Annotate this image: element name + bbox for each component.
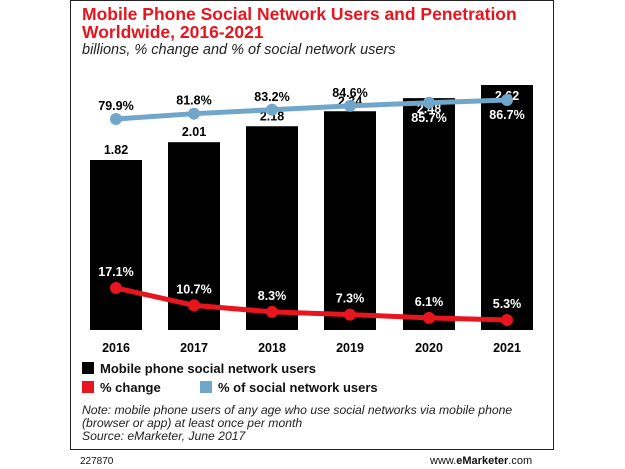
change-line — [115, 285, 508, 323]
change-point-2018 — [266, 305, 278, 318]
bar-label-2020: 2.48 — [417, 102, 441, 116]
share-point-2021 — [501, 94, 513, 106]
brand-name: eMarketer — [456, 455, 509, 467]
bar-2020 — [403, 98, 455, 330]
brand-link[interactable]: www.eMarketer.com — [430, 455, 532, 467]
change-label-2020: 6.1% — [415, 295, 444, 309]
chart-title: Mobile Phone Social Network Users and Pe… — [82, 4, 517, 42]
share-label-2018: 83.2% — [254, 90, 289, 104]
source-text: Source: eMarketer, June 2017 — [82, 429, 246, 443]
change-point-2017 — [188, 299, 200, 312]
bar-2018 — [246, 126, 298, 330]
share-line — [115, 97, 508, 122]
change-point-2020 — [423, 311, 435, 324]
bar-2021 — [481, 85, 533, 330]
x-tick-2018: 2018 — [258, 341, 286, 355]
share-label-2016: 79.9% — [98, 99, 133, 113]
legend-label-change: % change — [100, 380, 161, 395]
change-label-2021: 5.3% — [493, 297, 522, 311]
bar-label-2018: 2.18 — [260, 109, 284, 123]
bar-2019 — [324, 111, 376, 330]
legend-swatch-users — [82, 362, 94, 374]
change-point-2019 — [344, 308, 356, 321]
share-point-2019 — [344, 99, 356, 112]
change-point-2016 — [110, 282, 122, 294]
x-tick-2016: 2016 — [102, 341, 130, 355]
share-label-2021: 86.7% — [489, 108, 524, 122]
bar-2017 — [168, 142, 220, 330]
chart-frame — [70, 0, 554, 450]
change-point-2021 — [501, 314, 513, 326]
bar-label-2016: 1.82 — [104, 143, 128, 157]
legend-swatch-share — [200, 381, 212, 393]
share-label-2017: 81.8% — [176, 94, 211, 108]
change-label-2017: 10.7% — [176, 282, 211, 296]
legend-item-share: % of social network users — [200, 380, 378, 395]
share-point-2016 — [110, 113, 122, 125]
share-point-2020 — [423, 96, 435, 109]
brand-suffix: .com — [508, 455, 533, 467]
chart-plot: 1.822.012.182.342.482.622016201720182019… — [90, 85, 533, 355]
share-label-2019: 84.6% — [332, 86, 367, 100]
bar-label-2017: 2.01 — [182, 125, 206, 139]
legend-label-share: % of social network users — [218, 380, 378, 395]
x-tick-2017: 2017 — [180, 341, 208, 355]
legend-label-users: Mobile phone social network users — [100, 361, 316, 376]
share-label-2020: 85.7% — [411, 111, 446, 125]
chart-subtitle: billions, % change and % of social netwo… — [82, 42, 396, 58]
bar-2016 — [90, 160, 142, 330]
change-label-2016: 17.1% — [98, 265, 133, 279]
share-point-2017 — [188, 107, 200, 120]
x-tick-2021: 2021 — [493, 341, 521, 355]
legend-item-change: % change — [82, 380, 161, 395]
chart-note: Note: mobile phone users of any age who … — [82, 404, 547, 443]
chart-id: 227870 — [80, 456, 114, 467]
note-text: Note: mobile phone users of any age who … — [82, 403, 513, 430]
x-tick-2020: 2020 — [415, 341, 443, 355]
legend-swatch-change — [82, 381, 94, 393]
brand-prefix: www. — [430, 455, 457, 467]
change-label-2019: 7.3% — [336, 292, 365, 306]
legend-item-users: Mobile phone social network users — [82, 361, 316, 376]
change-label-2018: 8.3% — [258, 289, 287, 303]
share-point-2018 — [266, 103, 278, 116]
x-tick-2019: 2019 — [336, 341, 364, 355]
